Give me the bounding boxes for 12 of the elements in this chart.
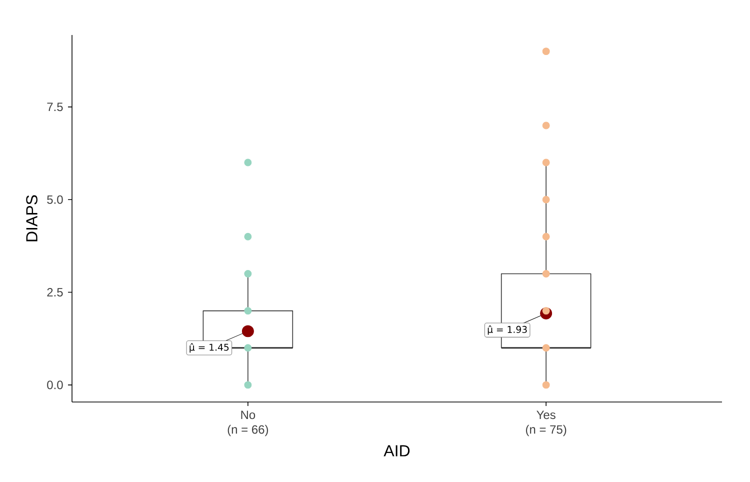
y-axis-title: DIAPS	[26, 195, 38, 242]
y-tick-label: 5.0	[47, 195, 63, 204]
x-axis-title: AID	[384, 445, 410, 456]
y-tick-label: 7.5	[47, 102, 63, 112]
y-tick-label: 0.0	[47, 380, 63, 390]
x-tick-label: Yes	[536, 410, 556, 420]
text: (n = 66)	[228, 424, 268, 436]
x-tick-label: No	[241, 410, 256, 420]
annotation: μ̂ = 1.93	[488, 325, 527, 335]
text: (n = 75)	[526, 424, 566, 436]
y-tick-label: 2.5	[47, 288, 63, 297]
annotation: μ̂ = 1.45	[190, 343, 229, 353]
